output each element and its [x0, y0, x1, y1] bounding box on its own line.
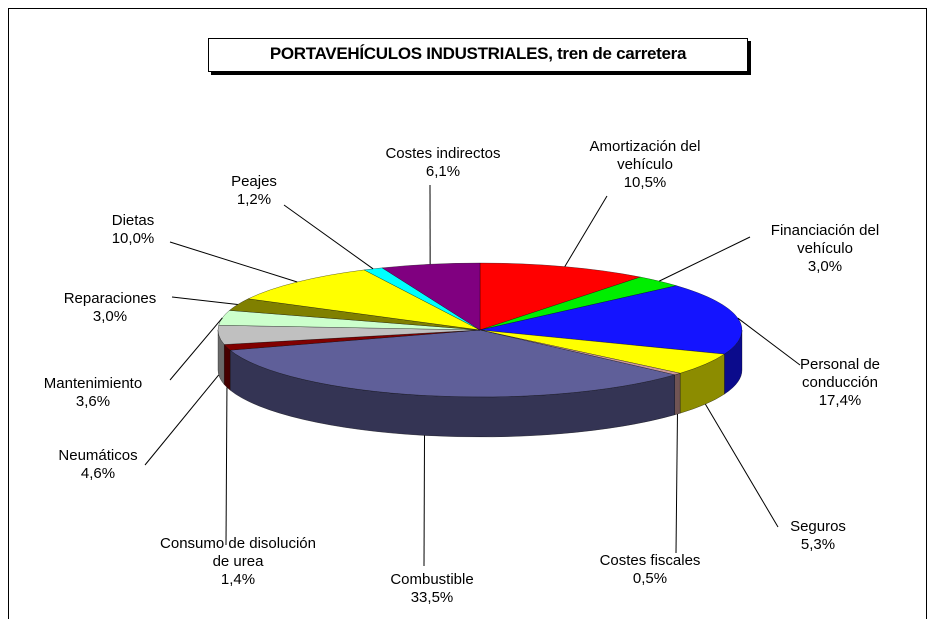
value-label: 1,2% — [236, 191, 272, 208]
leader-line — [283, 204, 374, 270]
data-label: Consumo de disolución de urea 1,4% — [153, 535, 323, 589]
leader-line — [169, 241, 298, 283]
category-label: Combustible — [390, 571, 474, 588]
value-label: 1,4% — [220, 571, 256, 588]
category-label: Neumáticos — [58, 447, 138, 464]
leader-line — [658, 236, 751, 282]
category-label: Consumo de disolución de urea — [160, 535, 316, 570]
category-label: Peajes — [231, 173, 277, 190]
value-label: 17,4% — [818, 392, 862, 409]
data-label: Personal de conducción 17,4% — [775, 356, 905, 410]
value-label: 33,5% — [410, 589, 454, 606]
leader-line — [171, 296, 238, 305]
value-label: 4,6% — [80, 465, 116, 482]
category-label: Financiación del vehículo — [770, 222, 880, 257]
value-label: 3,0% — [807, 258, 843, 275]
data-label: Amortización del vehículo 10,5% — [570, 138, 720, 192]
category-label: Amortización del vehículo — [589, 138, 701, 173]
category-label: Costes indirectos — [385, 145, 501, 162]
data-label: Seguros 5,3% — [778, 518, 858, 554]
value-label: 10,5% — [623, 174, 667, 191]
slice-side — [674, 373, 681, 416]
data-label: Neumáticos 4,6% — [43, 447, 153, 483]
category-label: Costes fiscales — [599, 552, 701, 569]
slice — [229, 329, 675, 398]
value-label: 5,3% — [800, 536, 836, 553]
data-label: Costes fiscales 0,5% — [580, 552, 720, 588]
leader-line — [675, 414, 678, 554]
leader-line — [564, 195, 608, 267]
slice — [479, 285, 743, 355]
slice — [479, 262, 642, 331]
leader-line — [423, 435, 426, 567]
leader-line — [225, 387, 228, 546]
data-label: Combustible 33,5% — [367, 571, 497, 607]
data-label: Mantenimiento 3,6% — [23, 375, 163, 411]
data-label: Dietas 10,0% — [83, 212, 183, 248]
leader-line — [144, 374, 220, 466]
category-label: Mantenimiento — [43, 375, 143, 392]
slice-side — [224, 344, 231, 391]
value-label: 0,5% — [632, 570, 668, 587]
category-label: Personal de conducción — [799, 356, 881, 391]
leader-line — [704, 403, 779, 528]
chart-frame — [8, 8, 927, 619]
data-label: Financiación del vehículo 3,0% — [745, 222, 905, 276]
slice — [247, 269, 481, 331]
value-label: 3,0% — [92, 308, 128, 325]
category-label: Dietas — [111, 212, 155, 229]
chart-title: PORTAVEHÍCULOS INDUSTRIALES, tren de car… — [208, 38, 748, 72]
value-label: 6,1% — [425, 163, 461, 180]
data-label: Reparaciones 3,0% — [40, 290, 180, 326]
value-label: 3,6% — [75, 393, 111, 410]
leader-line — [737, 317, 801, 366]
leader-line — [169, 317, 223, 381]
data-label: Costes indirectos 6,1% — [363, 145, 523, 181]
data-label: Peajes 1,2% — [214, 173, 294, 209]
category-label: Reparaciones — [63, 290, 157, 307]
category-label: Seguros — [790, 518, 846, 535]
value-label: 10,0% — [111, 230, 155, 247]
slice — [381, 262, 481, 331]
